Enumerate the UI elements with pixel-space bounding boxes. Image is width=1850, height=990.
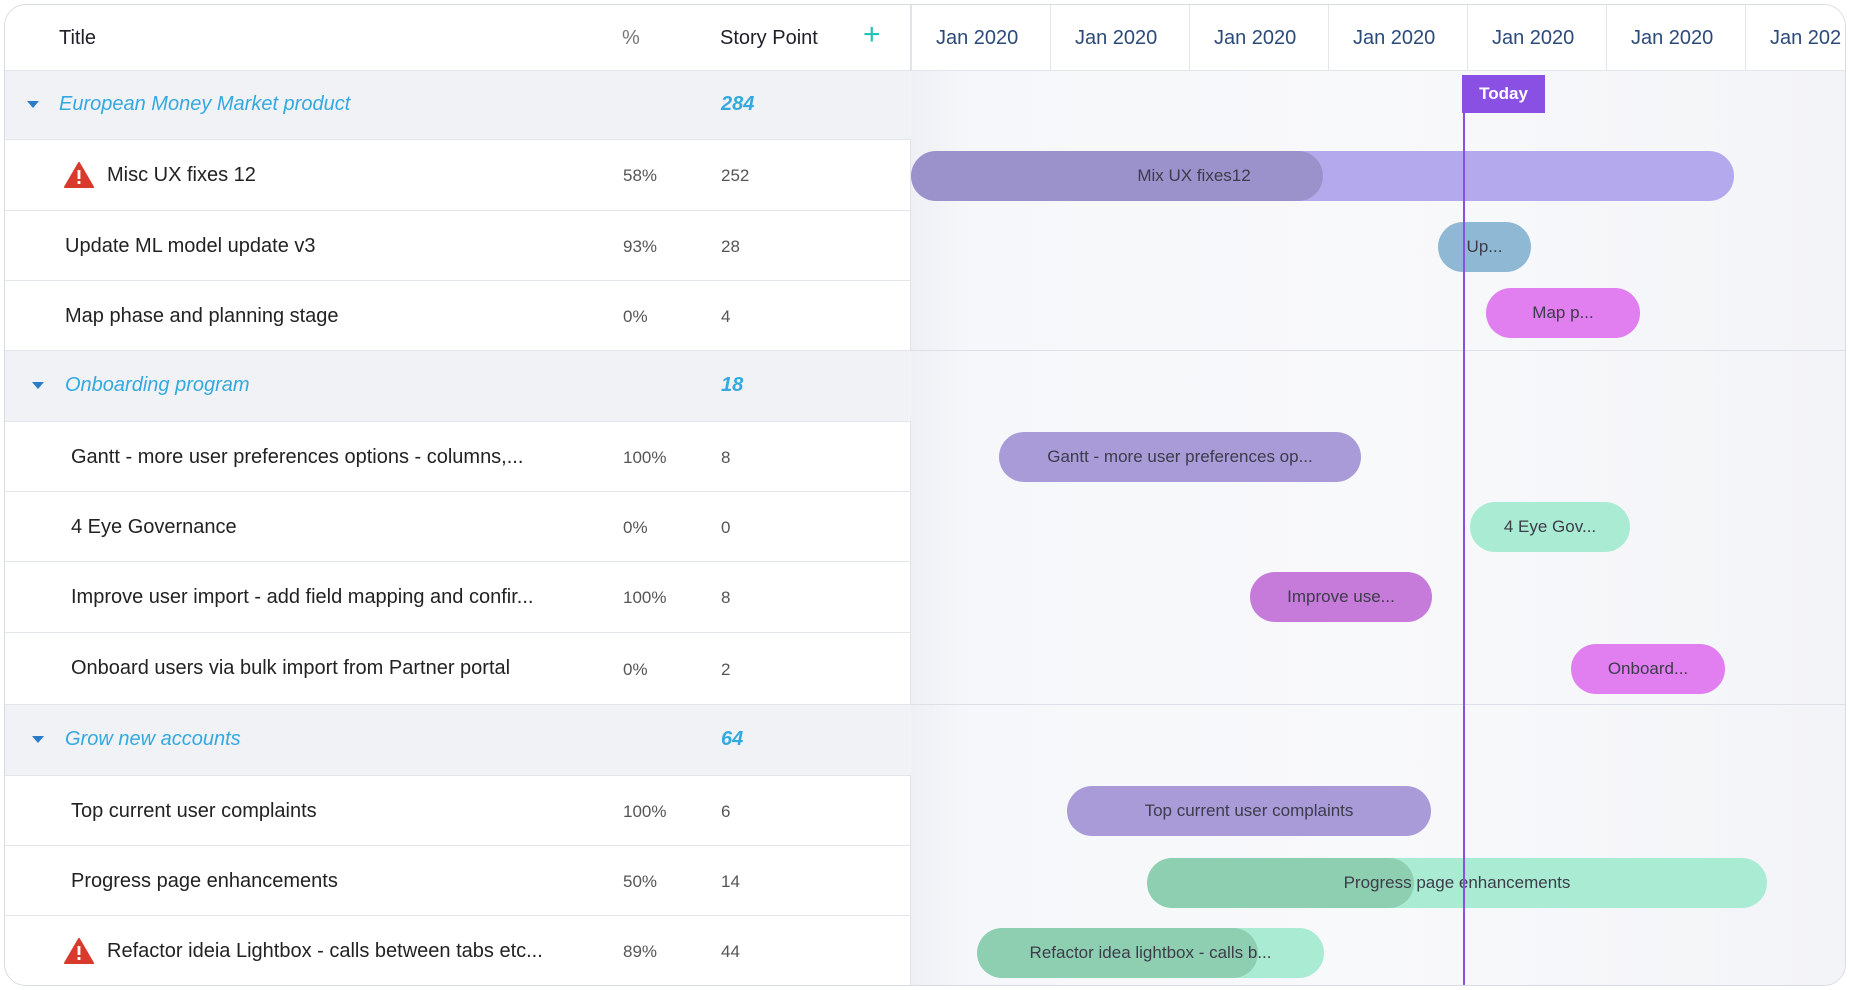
task-row[interactable]: Progress page enhancements 50% 14 xyxy=(5,846,911,916)
task-story-points: 14 xyxy=(721,872,740,891)
task-bar-label: Mix UX fixes12 xyxy=(1137,166,1251,185)
chevron-down-icon[interactable] xyxy=(32,382,44,389)
group-divider xyxy=(911,350,1845,351)
group-title: Onboarding program xyxy=(65,374,250,396)
timeline-column-header: Jan 2020 xyxy=(1050,5,1189,71)
task-bar-label: Top current user complaints xyxy=(1144,801,1354,820)
chevron-down-icon[interactable] xyxy=(32,736,44,743)
group-divider xyxy=(911,704,1845,705)
task-bar[interactable]: Mix UX fixes12 xyxy=(911,151,1734,201)
today-marker-line xyxy=(1463,75,1465,985)
task-percent: 0% xyxy=(623,660,648,679)
task-row[interactable]: Onboard users via bulk import from Partn… xyxy=(5,633,911,705)
task-row[interactable]: Refactor ideia Lightbox - calls between … xyxy=(5,916,911,985)
column-story-point-header[interactable]: Story Point xyxy=(720,27,818,49)
task-title: Onboard users via bulk import from Partn… xyxy=(71,657,511,679)
task-percent: 100% xyxy=(623,448,667,467)
task-bar[interactable]: Onboard... xyxy=(1571,644,1725,694)
group-title: European Money Market product xyxy=(59,93,351,115)
task-bar-label: Improve use... xyxy=(1287,587,1395,606)
task-bar-label: Map p... xyxy=(1532,303,1594,322)
task-row[interactable]: Gantt - more user preferences options - … xyxy=(5,422,911,492)
task-story-points: 8 xyxy=(721,448,731,467)
add-column-button[interactable]: + xyxy=(863,18,881,51)
task-bar-label: Progress page enhancements xyxy=(1343,873,1571,892)
chevron-down-icon[interactable] xyxy=(27,101,39,108)
column-percent-header[interactable]: % xyxy=(622,27,640,49)
task-story-points: 252 xyxy=(721,166,750,185)
task-row[interactable]: Improve user import - add field mapping … xyxy=(5,562,911,633)
task-story-points: 0 xyxy=(721,518,731,537)
table-header: Title % Story Point + xyxy=(5,5,910,71)
task-bar[interactable]: Progress page enhancements xyxy=(1147,858,1767,908)
task-row[interactable]: Update ML model update v3 93% 28 xyxy=(5,211,911,281)
task-story-points: 28 xyxy=(721,237,740,256)
task-bar[interactable]: Gantt - more user preferences op... xyxy=(999,432,1361,482)
task-title: Gantt - more user preferences options - … xyxy=(71,446,524,468)
task-bar-label: Refactor idea lightbox - calls b... xyxy=(1029,943,1272,962)
group-story-points: 64 xyxy=(721,728,744,750)
task-bar-label: Onboard... xyxy=(1607,659,1689,678)
task-title: 4 Eye Governance xyxy=(71,516,237,538)
group-story-points: 18 xyxy=(721,374,744,396)
timeline: Jan 2020 Jan 2020 Jan 2020 Jan 2020 Jan … xyxy=(911,5,1845,985)
warning-icon xyxy=(64,162,94,188)
warning-icon xyxy=(64,938,94,964)
task-title: Progress page enhancements xyxy=(71,870,338,892)
task-title: Misc UX fixes 12 xyxy=(107,164,256,186)
task-row[interactable]: Top current user complaints 100% 6 xyxy=(5,776,911,846)
task-table: Title % Story Point + European Money Mar… xyxy=(5,5,911,985)
task-bar[interactable]: Top current user complaints xyxy=(1067,786,1431,836)
task-bar-label: 4 Eye Gov... xyxy=(1503,517,1597,536)
task-story-points: 6 xyxy=(721,802,731,821)
task-bar[interactable]: Up... xyxy=(1438,222,1531,272)
timeline-header: Jan 2020 Jan 2020 Jan 2020 Jan 2020 Jan … xyxy=(911,5,1845,71)
task-story-points: 2 xyxy=(721,660,731,679)
timeline-column-header: Jan 2020 xyxy=(1606,5,1745,71)
group-row-european-money-market[interactable]: European Money Market product 284 xyxy=(5,71,911,140)
timeline-column-header: Jan 202 xyxy=(1745,5,1845,71)
column-title-header[interactable]: Title xyxy=(59,27,97,49)
task-bar-label: Gantt - more user preferences op... xyxy=(1047,447,1313,466)
task-story-points: 4 xyxy=(721,307,731,326)
task-row[interactable]: 4 Eye Governance 0% 0 xyxy=(5,492,911,562)
task-percent: 50% xyxy=(623,872,658,891)
task-title: Refactor ideia Lightbox - calls between … xyxy=(107,940,543,962)
task-bar-label: Up... xyxy=(1466,237,1503,256)
task-title: Update ML model update v3 xyxy=(65,235,316,257)
task-bar[interactable]: 4 Eye Gov... xyxy=(1470,502,1630,552)
timeline-column-header: Jan 2020 xyxy=(1189,5,1328,71)
gantt-view: Title % Story Point + European Money Mar… xyxy=(4,4,1846,986)
task-percent: 93% xyxy=(623,237,658,256)
task-row[interactable]: Misc UX fixes 12 58% 252 xyxy=(5,140,911,211)
task-bar-progress xyxy=(911,151,1323,201)
task-percent: 0% xyxy=(623,307,648,326)
task-story-points: 44 xyxy=(721,942,740,961)
task-percent: 100% xyxy=(623,588,667,607)
timeline-column-header: Jan 2020 xyxy=(1328,5,1467,71)
task-bar[interactable]: Refactor idea lightbox - calls b... xyxy=(977,928,1324,978)
task-bar[interactable]: Improve use... xyxy=(1250,572,1432,622)
group-story-points: 284 xyxy=(721,93,755,115)
task-bar[interactable]: Map p... xyxy=(1486,288,1640,338)
group-title: Grow new accounts xyxy=(65,728,241,750)
timeline-column-header: Jan 2020 xyxy=(1467,5,1606,71)
task-story-points: 8 xyxy=(721,588,731,607)
task-title: Map phase and planning stage xyxy=(65,305,339,327)
task-bar-progress xyxy=(977,928,1259,978)
task-percent: 100% xyxy=(623,802,667,821)
task-row[interactable]: Map phase and planning stage 0% 4 xyxy=(5,281,911,351)
today-badge: Today xyxy=(1462,75,1545,113)
task-bar-progress xyxy=(1147,858,1414,908)
task-percent: 58% xyxy=(623,166,658,185)
task-title: Improve user import - add field mapping … xyxy=(71,586,534,608)
task-title: Top current user complaints xyxy=(71,800,317,822)
task-percent: 89% xyxy=(623,942,658,961)
group-row-grow-new-accounts[interactable]: Grow new accounts 64 xyxy=(5,705,911,776)
task-percent: 0% xyxy=(623,518,648,537)
timeline-column-header: Jan 2020 xyxy=(911,5,1050,71)
group-row-onboarding-program[interactable]: Onboarding program 18 xyxy=(5,351,911,422)
